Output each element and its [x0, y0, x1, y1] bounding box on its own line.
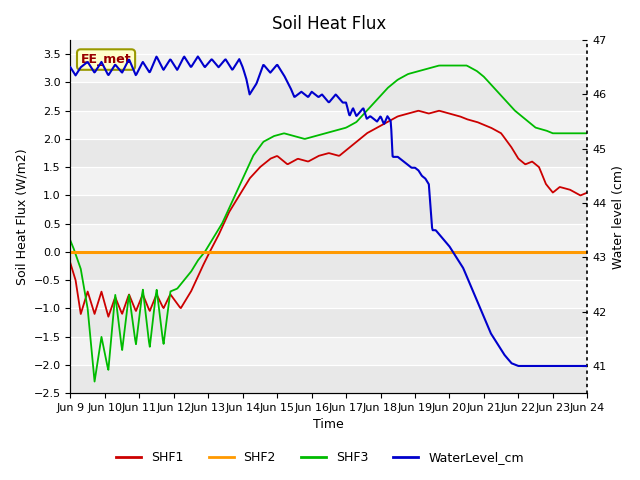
- Bar: [70, 280, 588, 308]
- Bar: [70, 252, 588, 280]
- X-axis label: Time: Time: [314, 419, 344, 432]
- Bar: [70, 224, 588, 252]
- Bar: [70, 365, 588, 393]
- Bar: [70, 167, 588, 195]
- Bar: [70, 195, 588, 224]
- Bar: [70, 111, 588, 139]
- Bar: [70, 336, 588, 365]
- Y-axis label: Soil Heat Flux (W/m2): Soil Heat Flux (W/m2): [15, 148, 28, 285]
- Y-axis label: Water level (cm): Water level (cm): [612, 165, 625, 268]
- Bar: [70, 308, 588, 336]
- Text: EE_met: EE_met: [81, 53, 131, 66]
- Title: Soil Heat Flux: Soil Heat Flux: [272, 15, 386, 33]
- Bar: [70, 139, 588, 167]
- Bar: [70, 83, 588, 111]
- Bar: [70, 54, 588, 83]
- Legend: SHF1, SHF2, SHF3, WaterLevel_cm: SHF1, SHF2, SHF3, WaterLevel_cm: [111, 446, 529, 469]
